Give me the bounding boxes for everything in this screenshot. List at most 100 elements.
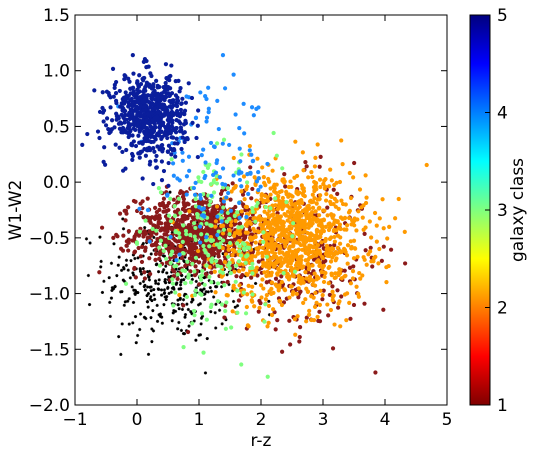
scatter-point [207,274,212,279]
scatter-point [260,277,265,282]
scatter-point [327,292,332,298]
scatter-point [283,184,288,189]
scatter-point [380,197,385,202]
scatter-point [188,269,193,274]
scatter-point [249,298,254,303]
scatter-point-star [189,310,193,314]
scatter-point [278,225,283,230]
scatter-point [203,160,208,165]
scatter-point [205,165,211,170]
scatter-point [277,204,282,210]
scatter-point-star [222,267,226,272]
scatter-point [372,210,378,216]
scatter-point [237,177,242,183]
scatter-point [203,250,208,255]
scatter-point [290,207,295,212]
scatter-point [135,112,140,117]
scatter-point [377,216,382,221]
scatter-point [291,244,296,249]
scatter-point [180,158,185,163]
scatter-point [236,225,241,230]
scatter-point [126,248,131,253]
scatter-point [346,210,352,215]
scatter-point [139,112,144,117]
scatter-point-star [158,259,162,263]
scatter-point [265,198,271,203]
scatter-point [280,250,285,255]
scatter-point [261,223,266,228]
y-tick-label: −1.5 [29,340,70,360]
scatter-point [155,110,161,115]
scatter-point [148,216,153,222]
scatter-point-star [235,304,240,308]
scatter-point [162,131,168,136]
scatter-point [277,233,282,238]
scatter-point [187,212,192,218]
scatter-point [189,243,195,248]
scatter-point [97,109,103,115]
scatter-point [113,142,118,147]
scatter-point [384,280,389,285]
scatter-point-star [190,312,194,316]
scatter-point [113,91,119,96]
scatter-point [176,196,182,201]
scatter-point [338,235,343,240]
scatter-point [123,281,129,286]
scatter-point [137,140,142,145]
scatter-point [273,276,279,281]
scatter-point [133,127,138,133]
scatter-point [300,247,305,252]
scatter-point [161,85,166,90]
scatter-point [281,223,286,229]
scatter-point [236,259,242,264]
scatter-point [216,229,221,234]
scatter-point [337,267,342,272]
scatter-point-star [99,259,103,263]
scatter-point-star [233,305,237,309]
scatter-point [247,148,252,153]
scatter-point [324,191,329,197]
scatter-point [356,209,361,214]
scatter-point [361,227,366,232]
scatter-point [292,316,297,322]
scatter-point [293,201,298,206]
scatter-point [304,209,309,215]
scatter-point [148,220,153,225]
scatter-point [243,311,249,316]
scatter-point [157,213,162,218]
scatter-point [204,234,209,240]
scatter-point [155,94,160,100]
scatter-point-star [155,319,160,323]
scatter-point [171,197,176,202]
scatter-point-star [127,297,131,301]
scatter-point [184,294,190,300]
scatter-point [193,237,198,243]
scatter-point [166,200,171,206]
scatter-point [144,128,150,133]
scatter-point [97,270,102,275]
scatter-point [219,264,224,270]
scatter-point [197,228,203,233]
scatter-point-star [146,291,151,296]
scatter-point [116,116,121,121]
scatter-point [181,216,186,221]
scatter-point [332,275,337,281]
scatter-point-star [130,285,134,289]
scatter-point [142,276,148,281]
scatter-point [198,277,204,282]
scatter-point [381,244,386,249]
scatter-point [266,303,272,309]
scatter-point-star [201,265,205,269]
scatter-point [120,108,125,113]
scatter-point [326,245,331,251]
scatter-point [339,138,344,143]
scatter-point [157,252,163,257]
scatter-point [170,135,176,140]
scatter-point [312,240,318,245]
scatter-point [196,175,201,180]
scatter-point [204,263,209,268]
scatter-point-star [204,290,208,294]
scatter-point-star [184,275,188,279]
scatter-point [313,155,318,161]
scatter-point [186,81,191,86]
